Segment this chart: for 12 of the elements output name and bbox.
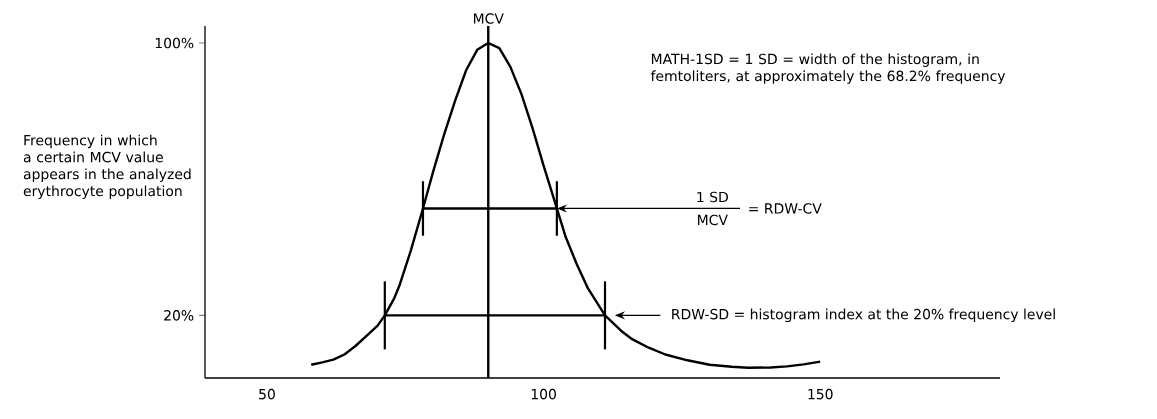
x-tick-label: 50 [259, 388, 275, 400]
y-tick-label: 20% [164, 310, 194, 321]
x-tick-label: 100 [531, 388, 556, 400]
ref-line-label: MCV [473, 13, 504, 24]
y-tick-label: 100% [155, 37, 194, 49]
x-tick-label: 150 [808, 388, 833, 400]
annotation: 1 SD [697, 191, 728, 203]
annotation: MCV [698, 214, 728, 226]
annotation: RDW-SD = histogram index at the 20% frequency level [672, 308, 1055, 323]
y-axis-title: Frequency in which a certain MCV value appears in the analyzed erythrocyte population [23, 134, 191, 199]
annotation: MATH-1SD = 1 SD = width of the histogram, in femtoliters, at approximately the 68.2% frequency [650, 53, 1006, 84]
annotation: = RDW-CV [749, 203, 822, 214]
